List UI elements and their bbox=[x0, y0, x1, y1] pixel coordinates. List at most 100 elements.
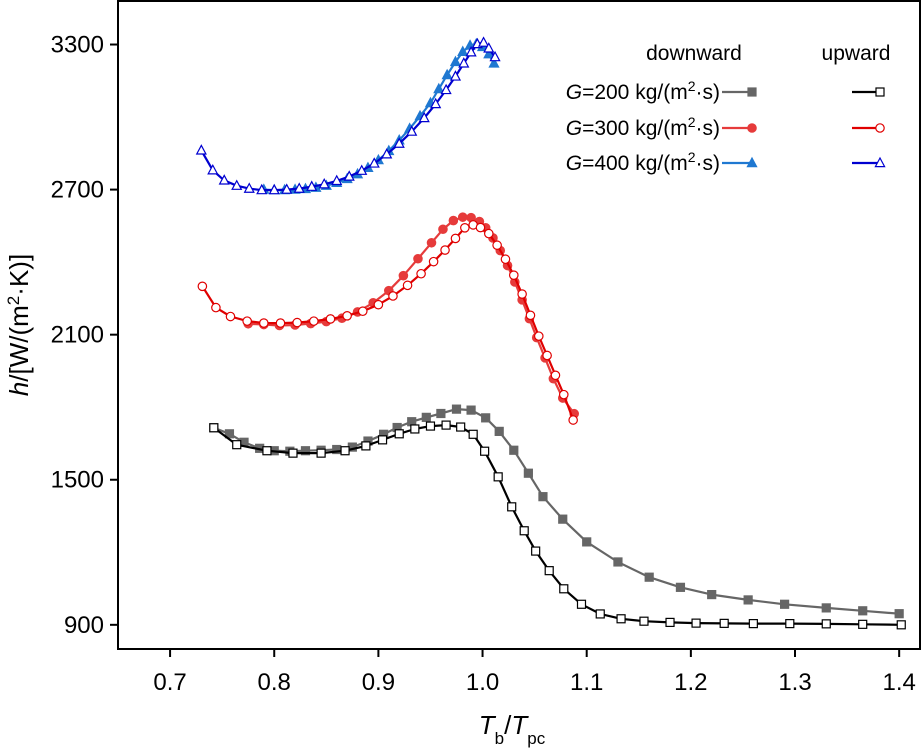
y-tick-label: 2700 bbox=[51, 177, 104, 204]
data-point bbox=[519, 526, 529, 536]
data-point bbox=[595, 609, 605, 619]
data-point bbox=[377, 435, 388, 445]
data-point bbox=[441, 420, 451, 430]
data-point bbox=[450, 233, 461, 244]
x-tick-label: 1.0 bbox=[466, 669, 499, 696]
data-point bbox=[440, 245, 450, 255]
data-point bbox=[544, 566, 554, 576]
x-tick-label: 0.8 bbox=[258, 669, 291, 696]
data-point bbox=[568, 415, 578, 425]
data-point bbox=[466, 405, 476, 415]
x-tick-label: 1.2 bbox=[674, 669, 707, 696]
data-point bbox=[468, 429, 478, 439]
data-point bbox=[259, 318, 269, 328]
data-point bbox=[449, 70, 462, 81]
data-point bbox=[428, 256, 439, 267]
data-point bbox=[357, 306, 368, 317]
data-point bbox=[340, 446, 350, 456]
data-point bbox=[440, 83, 452, 95]
series-line bbox=[213, 408, 900, 615]
data-point bbox=[507, 502, 517, 512]
legend-label-g400: G=400 kg/(m2·s) bbox=[566, 149, 720, 175]
data-point bbox=[356, 164, 368, 175]
data-point bbox=[197, 281, 208, 292]
data-point bbox=[538, 492, 548, 502]
data-point bbox=[256, 183, 268, 195]
data-point bbox=[342, 311, 352, 321]
y-axis-label: h/[W/(m2·K)] bbox=[4, 254, 35, 396]
data-point bbox=[343, 170, 355, 181]
data-point bbox=[331, 174, 343, 186]
data-point bbox=[858, 606, 868, 616]
data-point bbox=[488, 57, 500, 68]
data-point bbox=[413, 253, 423, 264]
data-point bbox=[748, 619, 758, 629]
legend-swatch-marker bbox=[747, 123, 757, 133]
legend-swatch-marker bbox=[875, 123, 885, 133]
data-point bbox=[475, 222, 486, 233]
data-point bbox=[441, 68, 453, 80]
x-tick-label: 1.3 bbox=[778, 669, 811, 696]
data-point bbox=[288, 448, 298, 458]
data-point bbox=[665, 617, 675, 628]
data-point bbox=[300, 446, 311, 456]
data-point bbox=[293, 182, 305, 193]
legend-swatch-marker bbox=[874, 156, 886, 168]
data-point bbox=[394, 429, 404, 439]
legend-head-downward: downward bbox=[646, 42, 742, 65]
data-point bbox=[406, 125, 418, 136]
data-point bbox=[613, 557, 623, 567]
data-point bbox=[242, 316, 252, 326]
data-point bbox=[465, 45, 477, 57]
data-point bbox=[309, 316, 319, 326]
data-point bbox=[402, 280, 413, 291]
series-line bbox=[201, 223, 575, 421]
legend-label-g300: G=300 kg/(m2·s) bbox=[566, 114, 720, 140]
data-point bbox=[550, 370, 561, 381]
data-point bbox=[558, 389, 569, 400]
data-point bbox=[275, 318, 286, 328]
series-line bbox=[248, 216, 576, 415]
data-point bbox=[525, 310, 536, 321]
data-point bbox=[224, 429, 235, 439]
x-tick-label: 1.1 bbox=[570, 669, 603, 696]
data-point bbox=[558, 514, 568, 524]
series-g-200-upward bbox=[209, 420, 906, 630]
data-point bbox=[719, 618, 729, 628]
data-point bbox=[207, 163, 219, 175]
data-point bbox=[639, 616, 649, 626]
data-point bbox=[477, 36, 490, 47]
data-point bbox=[292, 317, 302, 328]
data-point bbox=[483, 42, 495, 53]
data-point bbox=[509, 445, 519, 455]
data-point bbox=[896, 620, 906, 630]
data-point bbox=[707, 589, 717, 600]
data-point bbox=[418, 111, 430, 123]
data-point bbox=[559, 584, 569, 594]
data-point bbox=[492, 240, 502, 251]
data-point bbox=[225, 311, 236, 322]
data-point bbox=[494, 426, 504, 436]
data-point bbox=[449, 55, 462, 67]
plot-frame bbox=[117, 0, 921, 650]
data-point bbox=[508, 270, 519, 280]
series-g-300-upward bbox=[197, 220, 578, 425]
data-point bbox=[493, 472, 503, 482]
data-point bbox=[316, 448, 326, 458]
data-point bbox=[232, 440, 242, 450]
data-point bbox=[480, 446, 490, 456]
data-point bbox=[281, 183, 293, 194]
data-point bbox=[457, 45, 469, 56]
data-point bbox=[398, 270, 409, 281]
x-tick-label: 0.7 bbox=[153, 669, 186, 696]
data-point bbox=[644, 572, 654, 582]
data-point bbox=[483, 228, 494, 239]
y-tick-label: 900 bbox=[64, 612, 104, 639]
data-point bbox=[388, 291, 398, 301]
legend-label-g200: G=200 kg/(m2·s) bbox=[566, 78, 720, 104]
legend-swatch-marker bbox=[747, 87, 757, 97]
data-point bbox=[691, 618, 701, 628]
legend-swatch-marker bbox=[746, 156, 758, 168]
data-point bbox=[821, 619, 831, 629]
